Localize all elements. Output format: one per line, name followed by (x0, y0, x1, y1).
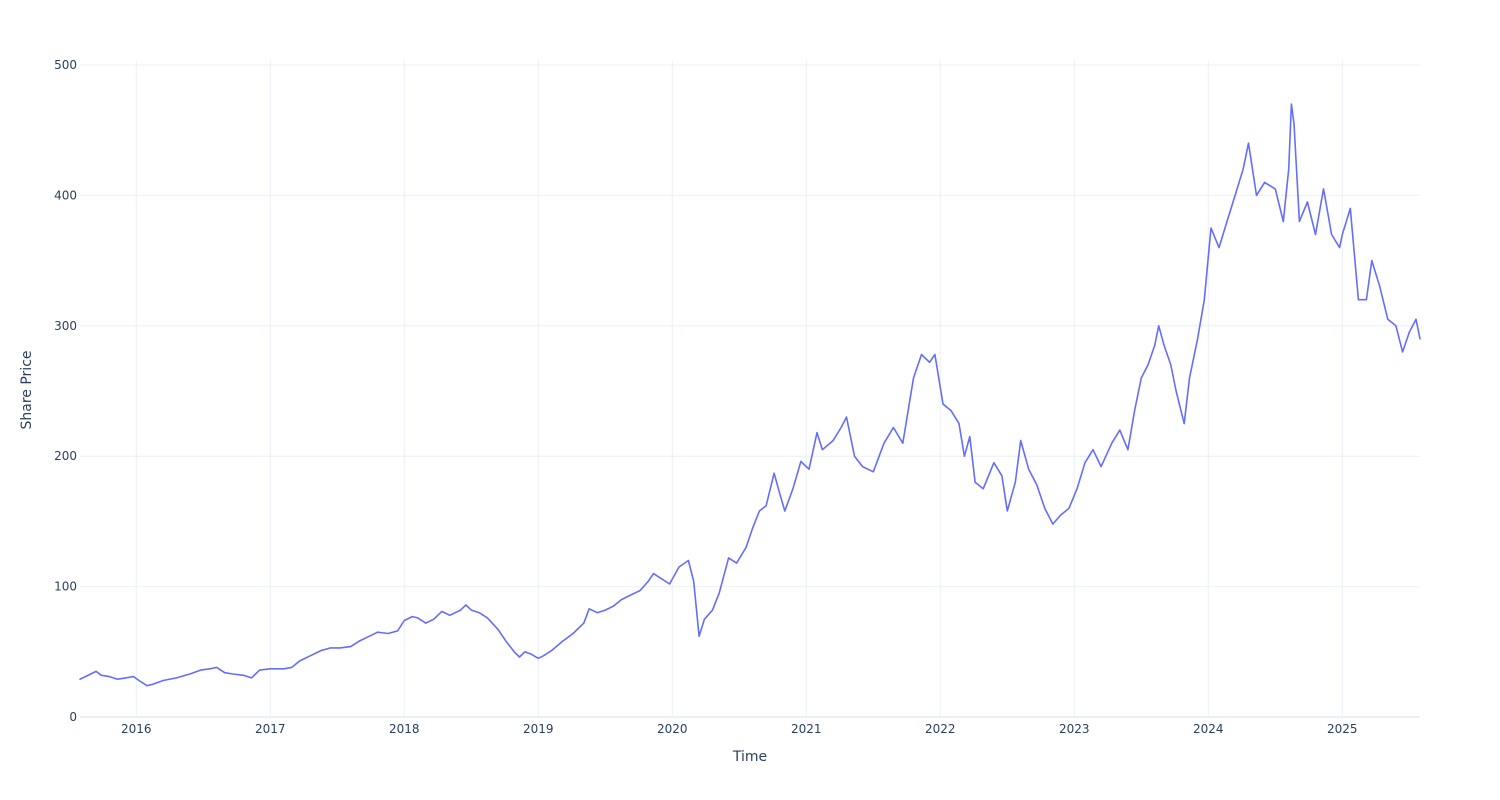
x-tick-label-2016: 2016 (121, 722, 152, 736)
x-axis-ticks: 2016 2017 2018 2019 2020 2021 2022 2023 2024 2025 (121, 722, 1358, 736)
y-tick-label-400: 400 (54, 188, 77, 202)
x-tick-label-2019: 2019 (523, 722, 554, 736)
x-tick-label-2021: 2021 (791, 722, 822, 736)
x-tick-label-2024: 2024 (1193, 722, 1224, 736)
x-tick-label-2018: 2018 (389, 722, 420, 736)
x-tick-label-2020: 2020 (657, 722, 688, 736)
x-tick-label-2025: 2025 (1327, 722, 1358, 736)
x-tick-label-2017: 2017 (255, 722, 286, 736)
series-line-share-price (79, 103, 1421, 687)
y-axis-ticks: 0 100 200 300 400 500 (54, 58, 77, 724)
x-axis-title: Time (732, 749, 767, 765)
gridlines (80, 60, 1420, 718)
y-tick-label-0: 0 (69, 710, 77, 724)
x-tick-label-2022: 2022 (925, 722, 956, 736)
y-tick-label-500: 500 (54, 58, 77, 72)
y-tick-label-200: 200 (54, 449, 77, 463)
plot-area (79, 103, 1421, 687)
y-axis-title: Share Price (19, 350, 35, 429)
y-tick-label-300: 300 (54, 319, 77, 333)
y-tick-label-100: 100 (54, 580, 77, 594)
x-tick-label-2023: 2023 (1059, 722, 1090, 736)
